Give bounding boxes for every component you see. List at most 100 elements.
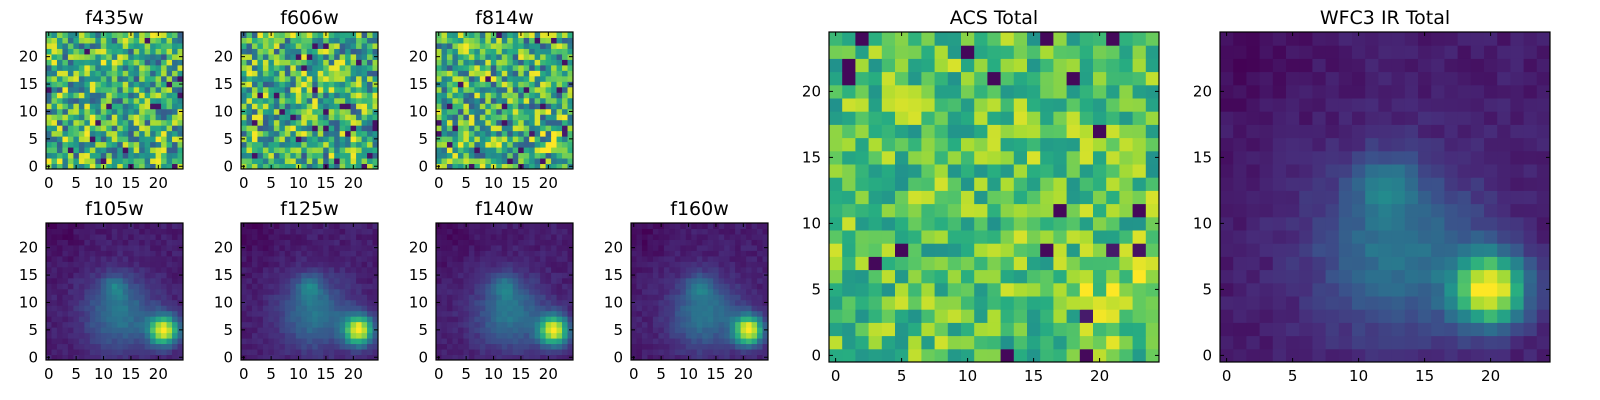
heatmap-cell xyxy=(317,305,324,312)
heatmap-cell xyxy=(56,81,63,88)
heatmap-cell xyxy=(1119,348,1134,363)
heatmap-cell xyxy=(674,255,681,262)
heatmap-cell xyxy=(290,108,297,115)
heatmap-cell xyxy=(128,233,135,240)
heatmap-cell xyxy=(95,310,102,317)
heatmap-cell xyxy=(62,48,69,55)
heatmap-cell xyxy=(73,158,80,165)
heatmap-cell xyxy=(361,141,368,148)
heatmap-cell xyxy=(551,158,558,165)
heatmap-cell xyxy=(974,348,988,363)
heatmap-cell xyxy=(166,299,173,306)
heatmap-cell xyxy=(446,97,453,104)
heatmap-cell xyxy=(356,103,363,110)
heatmap-cell xyxy=(663,305,670,312)
heatmap-cell xyxy=(534,108,541,115)
heatmap-cell xyxy=(729,305,736,312)
heatmap-cell xyxy=(691,223,698,229)
heatmap-cell xyxy=(106,136,113,143)
heatmap-cell xyxy=(631,321,637,328)
heatmap-cell xyxy=(485,59,492,66)
heatmap-cell xyxy=(474,108,481,115)
heatmap-cell xyxy=(117,272,124,279)
heatmap-cell xyxy=(452,305,459,312)
heatmap-cell xyxy=(762,233,769,240)
heatmap-cell xyxy=(757,277,764,284)
heatmap-cell xyxy=(735,239,742,246)
heatmap-cell xyxy=(463,272,470,279)
heatmap-cell xyxy=(306,108,313,115)
heatmap-cell xyxy=(961,269,975,284)
heatmap-cell xyxy=(56,223,63,229)
heatmap-cell xyxy=(284,114,291,121)
heatmap-cell xyxy=(139,354,146,361)
heatmap-cell xyxy=(246,272,253,279)
heatmap-cell xyxy=(356,349,363,356)
heatmap-cell xyxy=(89,147,96,154)
heatmap-cell xyxy=(463,92,470,99)
heatmap-cell xyxy=(73,228,80,235)
heatmap-cell xyxy=(166,119,173,126)
heatmap-cell xyxy=(534,266,541,273)
heatmap-cell xyxy=(702,316,709,323)
heatmap-cell xyxy=(268,338,275,345)
heatmap-cell xyxy=(273,349,280,356)
heatmap-cell xyxy=(474,343,481,350)
heatmap-cell xyxy=(1040,322,1054,337)
heatmap-cell xyxy=(144,321,151,328)
heatmap-cell xyxy=(545,81,552,88)
heatmap-cell xyxy=(647,272,654,279)
heatmap-cell xyxy=(556,70,563,77)
heatmap-cell xyxy=(51,321,58,328)
heatmap-cell xyxy=(545,266,552,273)
heatmap-cell xyxy=(490,266,497,273)
heatmap-cell xyxy=(457,119,464,126)
heatmap-cell xyxy=(62,119,69,126)
heatmap-cell xyxy=(84,338,91,345)
heatmap-cell xyxy=(155,114,162,121)
heatmap-cell xyxy=(73,70,80,77)
heatmap-cell xyxy=(301,299,308,306)
heatmap-cell xyxy=(367,125,374,132)
x-tick-label: 10 xyxy=(679,365,698,383)
heatmap-cell xyxy=(372,92,379,99)
heatmap-cell xyxy=(161,37,168,44)
heatmap-cell xyxy=(111,70,118,77)
heatmap-cell xyxy=(361,86,368,93)
heatmap-cell xyxy=(89,294,96,301)
heatmap-cell xyxy=(562,103,569,110)
heatmap-cell xyxy=(257,354,264,361)
heatmap-cell xyxy=(273,48,280,55)
heatmap-cell xyxy=(496,223,503,229)
heatmap-cell xyxy=(496,42,503,49)
heatmap-cell xyxy=(122,349,129,356)
heatmap-cell xyxy=(567,64,574,71)
heatmap-cell xyxy=(251,272,258,279)
heatmap-cell xyxy=(729,239,736,246)
heatmap-cell xyxy=(746,228,753,235)
heatmap-cell xyxy=(284,158,291,165)
heatmap-cell xyxy=(301,136,308,143)
heatmap-cell xyxy=(757,321,764,328)
heatmap-cell xyxy=(436,250,442,257)
heatmap-cell xyxy=(523,70,530,77)
heatmap-cell xyxy=(707,305,714,312)
heatmap-cell xyxy=(122,70,129,77)
heatmap-cell xyxy=(735,283,742,290)
heatmap-cell xyxy=(452,125,459,132)
heatmap-cell xyxy=(674,228,681,235)
heatmap-cell xyxy=(56,103,63,110)
heatmap-cell xyxy=(111,136,118,143)
heatmap-cell xyxy=(490,316,497,323)
heatmap-cell xyxy=(78,48,85,55)
heatmap-cell xyxy=(128,130,135,137)
heatmap-cell xyxy=(317,42,324,49)
heatmap-cell xyxy=(1066,203,1081,218)
heatmap-cell xyxy=(691,266,698,273)
heatmap-cell xyxy=(1079,190,1094,205)
heatmap-cell xyxy=(372,86,379,93)
heatmap-cell xyxy=(144,332,151,339)
heatmap-cell xyxy=(290,332,297,339)
heatmap-cell xyxy=(490,103,497,110)
heatmap-cell xyxy=(868,309,883,323)
